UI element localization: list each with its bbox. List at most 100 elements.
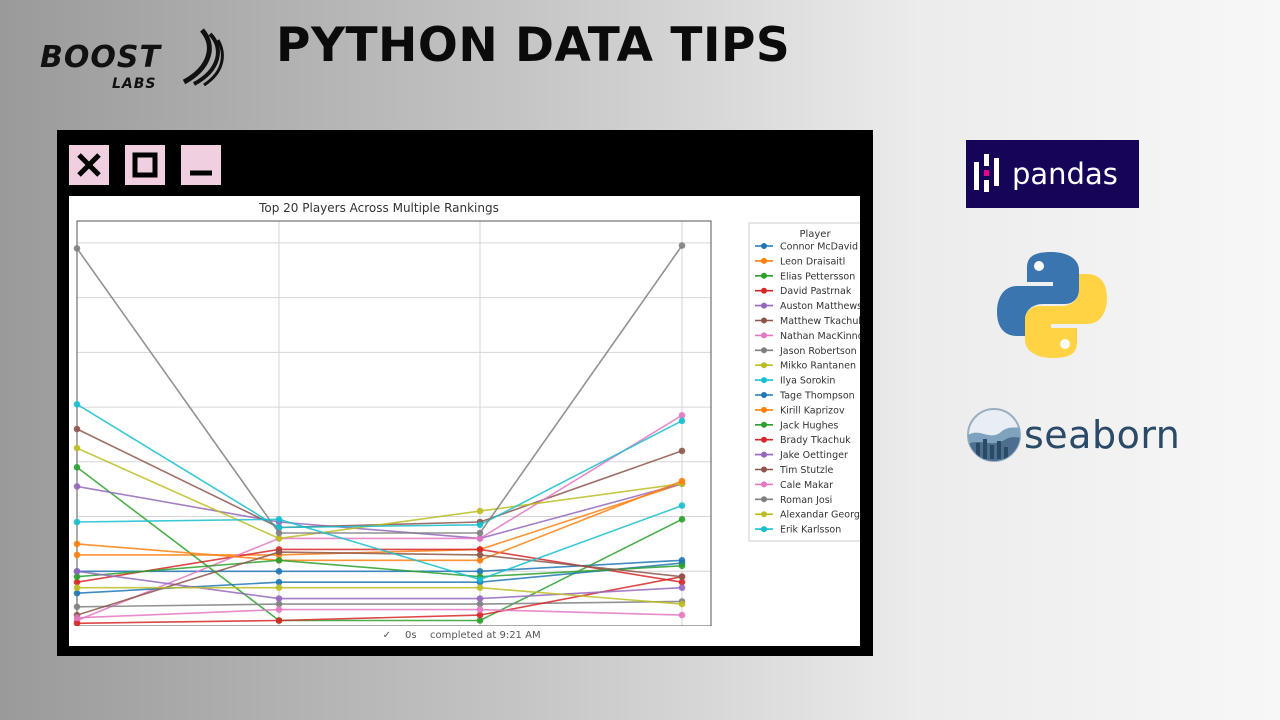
- legend-item: Tim Stutzle: [755, 465, 834, 476]
- series-point: [275, 617, 283, 624]
- legend-label: David Pastrnak: [780, 286, 852, 297]
- legend-label: Matthew Tkachuk: [780, 316, 860, 327]
- legend-item: Brady Tkachuk: [755, 435, 851, 446]
- legend-swatch-point: [761, 287, 767, 294]
- seaborn-wordmark: seaborn: [1024, 413, 1181, 457]
- legend-label: Cale Makar: [780, 480, 833, 491]
- legend-item: Jason Robertson: [755, 346, 857, 357]
- legend-swatch-point: [761, 496, 767, 503]
- legend-label: Auston Matthews: [780, 301, 860, 312]
- pandas-logo: pandas: [966, 140, 1139, 208]
- chart-title: Top 20 Players Across Multiple Rankings: [258, 201, 499, 215]
- legend-label: Tim Stutzle: [779, 465, 834, 476]
- series-point: [275, 578, 283, 586]
- series-line: [76, 559, 683, 578]
- series-point: [73, 584, 81, 591]
- legend-item: Ilya Sorokin: [755, 376, 835, 387]
- series-point: [476, 576, 484, 583]
- series-point: [476, 535, 484, 542]
- series-line: [76, 551, 683, 616]
- legend-swatch-point: [761, 526, 767, 533]
- series-line: [76, 608, 683, 619]
- legend-swatch-point: [761, 392, 767, 398]
- series-point: [678, 502, 686, 509]
- series-point: [275, 584, 283, 591]
- series-point: [678, 600, 686, 608]
- legend-title: Player: [799, 229, 831, 240]
- legend-label: Erik Karlsson: [780, 525, 841, 536]
- close-button[interactable]: [69, 145, 109, 185]
- series-point: [476, 606, 484, 613]
- status-bar: [69, 626, 860, 646]
- boost-labs-logo: BOOST LABS: [40, 28, 225, 98]
- legend-item: Mikko Rantanen: [755, 361, 856, 372]
- series-line: [76, 414, 683, 622]
- series-point: [73, 425, 81, 433]
- series-point: [73, 614, 81, 622]
- series-group: [73, 480, 686, 559]
- legend-label: Mikko Rantanen: [780, 361, 856, 372]
- series-point: [275, 557, 283, 564]
- series-line: [76, 447, 683, 540]
- series-group: [73, 573, 686, 627]
- series-point: [275, 548, 283, 556]
- legend-swatch-point: [761, 511, 767, 518]
- logo-word-boost: BOOST: [40, 40, 161, 75]
- seaborn-icon: [967, 408, 1021, 462]
- status-message: completed at 9:21 AM: [430, 630, 541, 641]
- series-point: [476, 521, 484, 529]
- series-point: [678, 573, 686, 580]
- pandas-wordmark: pandas: [1012, 157, 1118, 191]
- legend-label: Jason Robertson: [779, 346, 857, 357]
- series-group: [73, 401, 686, 531]
- maximize-button[interactable]: [125, 145, 165, 185]
- series-point: [275, 535, 283, 542]
- series-point: [678, 562, 686, 570]
- legend-swatch-point: [761, 257, 767, 264]
- python-icon: [997, 252, 1107, 358]
- legend-label: Jack Hughes: [779, 420, 838, 431]
- series-point: [73, 540, 81, 548]
- series-point: [275, 606, 283, 613]
- series-line: [77, 586, 683, 605]
- series-point: [678, 447, 686, 455]
- series-point: [678, 242, 686, 249]
- series-point: [476, 595, 484, 602]
- legend-item: Nathan MacKinnon: [755, 331, 860, 342]
- legend-item: Tage Thompson: [755, 391, 855, 402]
- series-group: [73, 606, 686, 622]
- legend-label: Ilya Sorokin: [780, 376, 835, 387]
- axes-frame: [76, 220, 712, 627]
- status-check-icon: ✓: [383, 630, 391, 641]
- series-point: [275, 516, 283, 523]
- series-line: [76, 482, 683, 540]
- legend-label: Connor McDavid: [780, 242, 858, 253]
- series-point: [73, 464, 81, 471]
- series-point: [476, 529, 484, 537]
- series-line: [76, 570, 683, 600]
- series-point: [476, 617, 484, 624]
- series-group: [73, 584, 686, 608]
- minimize-button[interactable]: [181, 145, 221, 185]
- logo-swoosh-icon: [182, 28, 224, 87]
- series-point: [73, 573, 81, 580]
- legend-item: Erik Karlsson: [755, 525, 841, 536]
- legend-label: Alexandar Georgiev: [780, 510, 860, 521]
- series-point: [275, 568, 283, 575]
- series-point: [678, 584, 686, 591]
- close-icon: [77, 153, 101, 177]
- seaborn-logo: seaborn: [966, 405, 1206, 465]
- series-point: [678, 412, 686, 419]
- notebook-window: Top 20 Players Across Multiple Rankings …: [57, 130, 873, 656]
- series-point: [678, 417, 686, 425]
- legend-swatch-point: [761, 362, 767, 369]
- legend-swatch-point: [761, 302, 767, 309]
- series-point: [678, 611, 686, 619]
- minimize-icon: [190, 170, 212, 176]
- legend-item: Jack Hughes: [755, 420, 838, 431]
- series-point: [476, 551, 484, 559]
- series-point: [275, 529, 283, 537]
- series-group: [73, 598, 686, 611]
- logo-word-labs: LABS: [112, 76, 157, 92]
- series-point: [476, 557, 484, 564]
